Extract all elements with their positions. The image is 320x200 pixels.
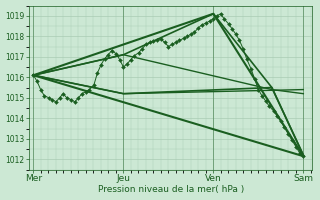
X-axis label: Pression niveau de la mer( hPa ): Pression niveau de la mer( hPa ) (98, 185, 244, 194)
